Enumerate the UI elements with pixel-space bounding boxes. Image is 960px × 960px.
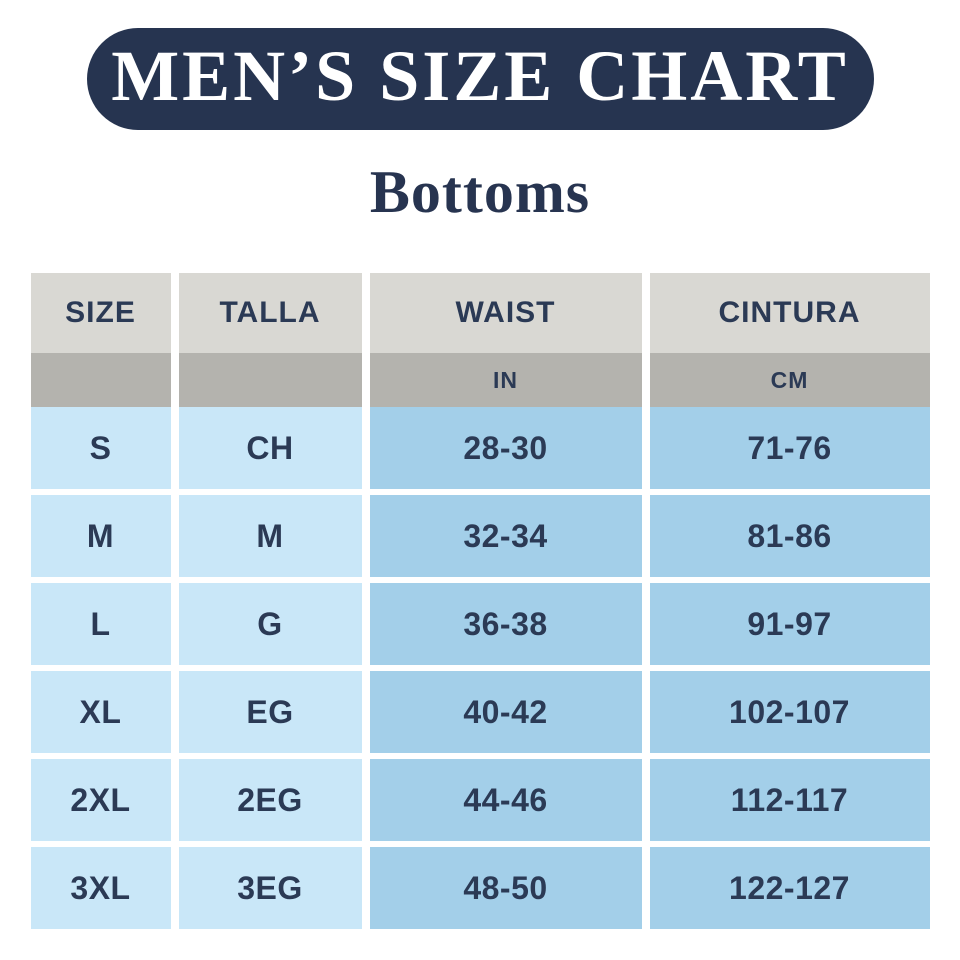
cell-cintura: 81-86 — [649, 495, 930, 577]
page-title: MEN’S SIZE CHART — [111, 36, 849, 116]
units-cell-cintura: CM — [649, 353, 930, 407]
section-subtitle: Bottoms — [369, 159, 591, 225]
table-row: 2XL 2EG 44-46 112-117 — [30, 759, 930, 841]
cell-cintura: 71-76 — [649, 407, 930, 489]
cell-talla: EG — [178, 671, 362, 753]
cell-size: 2XL — [30, 759, 171, 841]
cell-waist: 32-34 — [369, 495, 642, 577]
cell-size: S — [30, 407, 171, 489]
cell-talla: G — [178, 583, 362, 665]
table-row: M M 32-34 81-86 — [30, 495, 930, 577]
cell-talla: 3EG — [178, 847, 362, 929]
column-header-cintura: CINTURA — [649, 273, 930, 353]
table-units-row: IN CM — [30, 353, 930, 407]
table-row: 3XL 3EG 48-50 122-127 — [30, 847, 930, 929]
cell-size: L — [30, 583, 171, 665]
cell-talla: M — [178, 495, 362, 577]
cell-talla: 2EG — [178, 759, 362, 841]
table-row: S CH 28-30 71-76 — [30, 407, 930, 489]
cell-waist: 44-46 — [369, 759, 642, 841]
cell-waist: 28-30 — [369, 407, 642, 489]
cell-size: XL — [30, 671, 171, 753]
column-header-size: SIZE — [30, 273, 171, 353]
cell-cintura: 112-117 — [649, 759, 930, 841]
cell-cintura: 122-127 — [649, 847, 930, 929]
units-cell-empty — [178, 353, 362, 407]
cell-waist: 36-38 — [369, 583, 642, 665]
cell-cintura: 91-97 — [649, 583, 930, 665]
table-row: XL EG 40-42 102-107 — [30, 671, 930, 753]
units-cell-waist: IN — [369, 353, 642, 407]
cell-size: 3XL — [30, 847, 171, 929]
cell-waist: 40-42 — [369, 671, 642, 753]
units-cell-empty — [30, 353, 171, 407]
title-banner: MEN’S SIZE CHART — [86, 28, 874, 130]
cell-waist: 48-50 — [369, 847, 642, 929]
column-header-talla: TALLA — [178, 273, 362, 353]
cell-talla: CH — [178, 407, 362, 489]
table-header-row: SIZE TALLA WAIST CINTURA — [30, 273, 930, 353]
column-header-waist: WAIST — [369, 273, 642, 353]
cell-size: M — [30, 495, 171, 577]
cell-cintura: 102-107 — [649, 671, 930, 753]
table-row: L G 36-38 91-97 — [30, 583, 930, 665]
size-table: SIZE TALLA WAIST CINTURA IN CM S CH 28-3… — [30, 273, 930, 929]
